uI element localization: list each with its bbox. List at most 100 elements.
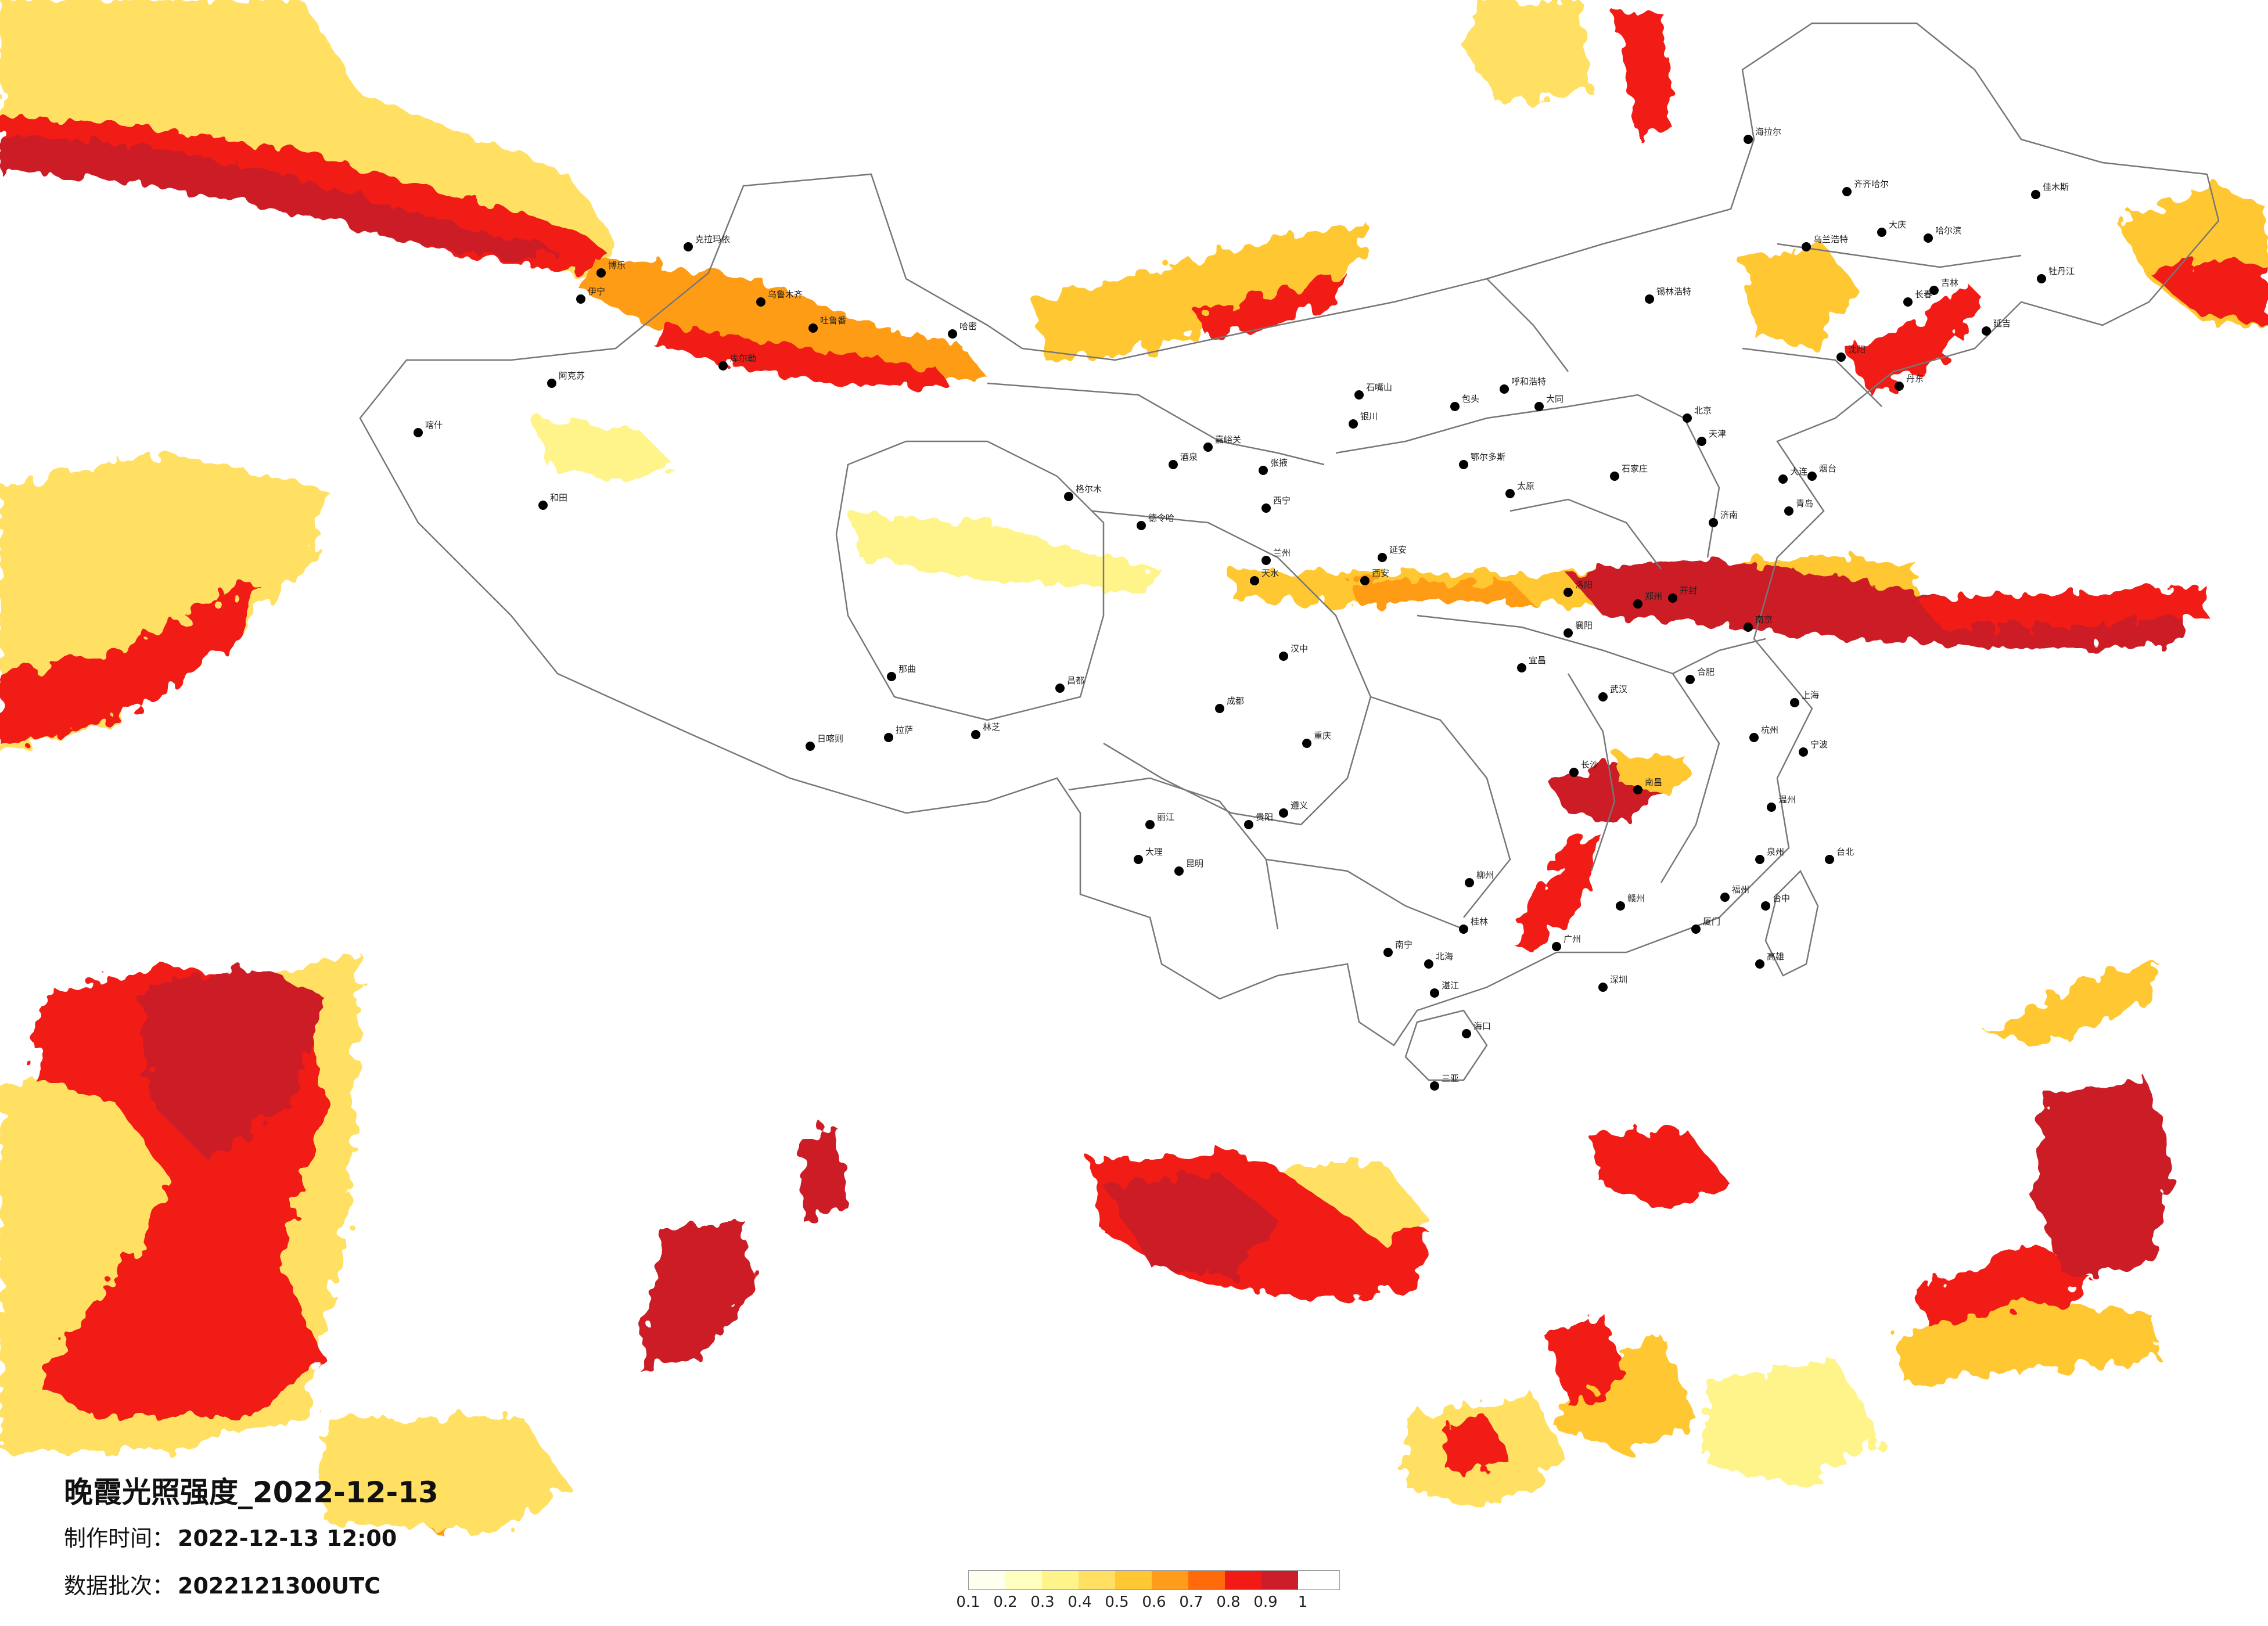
city-dot [884,733,893,742]
city-dot [1134,855,1143,864]
city-label: 北海 [1436,951,1453,962]
city-dot [1744,135,1753,144]
city-label: 大连 [1790,466,1807,477]
city-dot [1802,242,1811,251]
city-label: 天水 [1261,568,1279,578]
city-label: 佳木斯 [2043,182,2069,192]
city-label: 温州 [1778,794,1796,805]
city-label: 福州 [1732,884,1749,895]
city-dot [1430,988,1439,998]
city-label: 太原 [1517,481,1534,491]
city-dot [1895,382,1904,391]
city-label: 郑州 [1645,591,1662,602]
city-dot [1697,437,1706,446]
city-label: 三亚 [1442,1073,1459,1084]
legend-tick-label: 0.7 [1179,1593,1203,1611]
city-label: 锡林浩特 [1656,286,1691,297]
city-label: 博乐 [608,260,626,271]
city-markers [414,135,2046,1091]
legend-tick-label: 0.9 [1253,1593,1278,1611]
city-dot [1924,233,1933,243]
city-label: 武汉 [1610,684,1627,695]
city-label: 杭州 [1761,725,1778,735]
city-label: 海拉尔 [1755,127,1781,137]
legend-tick-label: 1 [1297,1593,1308,1611]
city-dot [1807,472,1817,481]
city-dot [596,268,606,278]
city-label: 鄂尔多斯 [1471,452,1505,462]
city-dot [1360,576,1370,585]
city-label: 长春 [1915,289,1932,300]
city-dot [1645,294,1654,304]
city-label: 库尔勒 [730,353,756,364]
city-label: 桂林 [1471,916,1488,927]
city-label: 遵义 [1291,800,1308,811]
city-label: 宁波 [1810,739,1828,750]
legend-tick-label: 0.5 [1105,1593,1129,1611]
city-dot [1459,460,1468,469]
city-dot [1598,692,1608,702]
city-dot [1616,901,1625,911]
legend-swatch [1225,1571,1261,1589]
city-dot [1569,768,1579,777]
city-dot [1250,576,1259,585]
city-dot [1261,503,1271,513]
city-label: 广州 [1563,934,1581,944]
city-label: 乌鲁木齐 [768,289,803,300]
legend-tick-label: 0.2 [993,1593,1018,1611]
city-label: 柳州 [1476,870,1494,880]
color-legend: 0.1 0.2 0.3 0.4 0.5 0.6 0.7 0.8 0.9 1 [956,1570,1340,1613]
city-label: 酒泉 [1180,452,1198,462]
city-dot [1790,698,1799,707]
city-dot [1755,959,1764,969]
china-boundary [359,22,2220,1081]
legend-swatch [1005,1571,1042,1589]
city-dot [1903,297,1913,307]
city-dot [1244,820,1253,829]
legend-ticks: 0.1 0.2 0.3 0.4 0.5 0.6 0.7 0.8 0.9 1 [956,1590,1340,1613]
legend-swatch [1188,1571,1225,1589]
city-label: 兰州 [1273,548,1291,558]
legend-tick-label: 0.1 [956,1593,980,1611]
city-dot [1517,663,1526,672]
city-label: 林芝 [983,722,1000,732]
city-label: 南京 [1755,614,1773,625]
city-dot [1203,443,1213,452]
city-label: 天津 [1709,429,1726,439]
city-label: 西宁 [1273,495,1291,506]
city-dot [1459,924,1468,934]
city-label: 哈尔滨 [1935,225,1961,236]
city-label: 大同 [1546,394,1563,404]
legend-swatch [1152,1571,1188,1589]
city-dot [1633,599,1642,609]
legend-swatch [969,1571,1005,1589]
legend-swatch [1115,1571,1152,1589]
city-label: 烟台 [1819,463,1836,474]
city-label: 呼和浩特 [1511,376,1546,387]
city-dot [1383,948,1393,957]
legend-tick-label: 0.4 [1067,1593,1092,1611]
intensity-field [0,0,2268,1533]
issue-time-value: 2022-12-13 12:00 [178,1526,397,1551]
city-dot [1668,593,1677,603]
city-dot [1137,521,1146,530]
city-label: 拉萨 [896,725,913,735]
city-label: 喀什 [425,420,443,430]
issue-time-label: 制作时间： [64,1526,175,1551]
legend-color-bar [968,1570,1340,1590]
city-label: 和田 [550,492,567,503]
city-dot [1799,747,1808,757]
city-dot [1761,901,1770,911]
city-dot [1842,187,1852,196]
city-dot [1279,808,1288,818]
city-label: 德令哈 [1148,513,1174,523]
city-dot [1720,893,1730,902]
city-label: 吉林 [1941,278,1958,288]
legend-swatch [1042,1571,1079,1589]
city-label: 沈阳 [1848,344,1866,355]
city-label: 襄阳 [1575,620,1593,631]
city-label: 吐鲁番 [820,315,846,326]
city-dot [1450,402,1460,411]
city-label: 汉中 [1291,643,1308,654]
city-dot [1500,384,1509,394]
